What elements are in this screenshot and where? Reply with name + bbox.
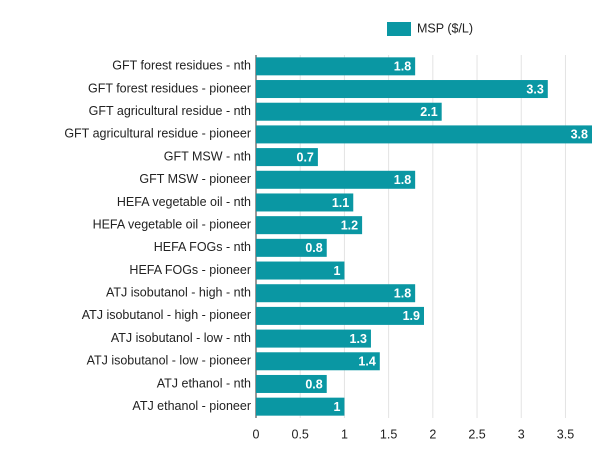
x-tick-label: 1.5: [380, 427, 397, 441]
value-label: 2.1: [420, 105, 437, 119]
bar: [256, 193, 354, 212]
bar: [256, 57, 416, 76]
value-label: 0.8: [305, 241, 322, 255]
bar: [256, 170, 416, 189]
value-label: 1.8: [394, 287, 411, 301]
value-label: 1: [333, 400, 340, 414]
bar: [256, 397, 345, 416]
y-tick-label: HEFA vegetable oil - pioneer: [93, 217, 251, 231]
x-tick-label: 2: [429, 427, 436, 441]
y-tick-label: HEFA vegetable oil - nth: [117, 195, 251, 209]
y-tick-label: HEFA FOGs - pioneer: [129, 263, 251, 277]
value-label: 3.3: [526, 82, 543, 96]
value-label: 1.8: [394, 60, 411, 74]
y-tick-label: GFT agricultural residue - pioneer: [64, 127, 251, 141]
bar: [256, 80, 548, 99]
x-tick-label: 1: [341, 427, 348, 441]
bar: [256, 374, 327, 393]
y-tick-label: GFT forest residues - nth: [112, 59, 251, 73]
value-label: 1.1: [332, 196, 349, 210]
value-label: 1.8: [394, 173, 411, 187]
legend-swatch: [387, 22, 411, 36]
x-tick-label: 3.5: [557, 427, 574, 441]
y-tick-label: GFT MSW - pioneer: [139, 172, 251, 186]
bar: [256, 238, 327, 257]
y-tick-label: GFT agricultural residue - nth: [89, 104, 251, 118]
y-tick-label: ATJ isobutanol - high - pioneer: [82, 308, 251, 322]
bar: [256, 284, 416, 303]
y-tick-label: ATJ isobutanol - high - nth: [106, 286, 251, 300]
value-label: 0.7: [297, 150, 314, 164]
x-tick-label: 2.5: [468, 427, 485, 441]
bar: [256, 102, 442, 121]
y-tick-label: ATJ ethanol - pioneer: [132, 399, 251, 413]
legend-label: MSP ($/L): [417, 21, 473, 35]
value-label: 1.4: [358, 355, 375, 369]
bar: [256, 216, 363, 235]
bar: [256, 306, 424, 325]
bar: [256, 261, 345, 280]
x-tick-label: 0.5: [292, 427, 309, 441]
y-tick-label: HEFA FOGs - nth: [154, 240, 251, 254]
x-tick-label: 0: [253, 427, 260, 441]
y-tick-label: ATJ ethanol - nth: [157, 376, 251, 390]
value-label: 1.9: [403, 309, 420, 323]
y-tick-label: ATJ isobutanol - low - nth: [111, 331, 251, 345]
x-tick-label: 3: [518, 427, 525, 441]
bar: [256, 329, 371, 348]
y-tick-label: ATJ isobutanol - low - pioneer: [87, 354, 251, 368]
value-label: 1.3: [350, 332, 367, 346]
y-tick-label: GFT MSW - nth: [164, 149, 251, 163]
value-label: 1.2: [341, 218, 358, 232]
bar: [256, 352, 380, 371]
value-label: 3.8: [571, 128, 588, 142]
value-label: 0.8: [305, 377, 322, 391]
bar: [256, 125, 592, 144]
bar: [256, 148, 318, 167]
value-label: 1: [333, 264, 340, 278]
y-tick-label: GFT forest residues - pioneer: [88, 81, 251, 95]
